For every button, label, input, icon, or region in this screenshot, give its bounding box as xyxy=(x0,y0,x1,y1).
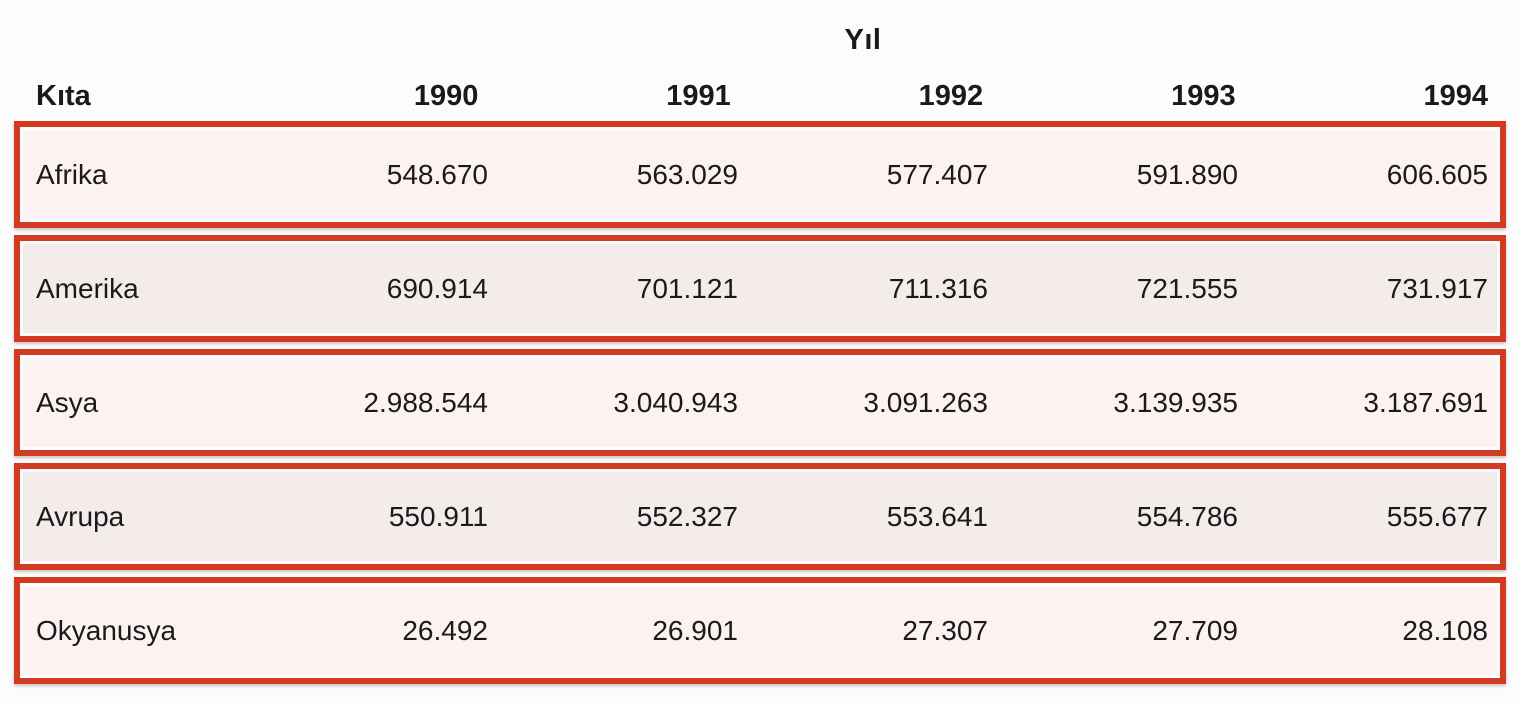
column-header-year-1993: 1993 xyxy=(1171,79,1236,112)
cell-value: 548.670 xyxy=(386,158,488,190)
cell-value: 26.492 xyxy=(402,614,488,646)
row-label: Asya xyxy=(36,386,99,418)
cell-value: 711.316 xyxy=(888,272,988,304)
row-label: Okyanusya xyxy=(36,614,177,646)
cell-value: 27.709 xyxy=(1152,614,1238,646)
cell-value: 555.677 xyxy=(1386,500,1488,532)
row-label: Afrika xyxy=(36,158,108,190)
cell-value: 554.786 xyxy=(1136,500,1238,532)
cell-value: 28.108 xyxy=(1402,614,1488,646)
cell-value: 3.040.943 xyxy=(613,386,738,418)
cell-value: 577.407 xyxy=(886,158,988,190)
table-row-avrupa: Avrupa 550.911 552.327 553.641 554.786 5… xyxy=(14,463,1506,570)
cell-value: 3.091.263 xyxy=(863,386,988,418)
cell-value: 701.121 xyxy=(636,272,738,304)
table-row-afrika: Afrika 548.670 563.029 577.407 591.890 6… xyxy=(14,121,1506,228)
cell-value: 553.641 xyxy=(886,500,988,532)
cell-value: 2.988.544 xyxy=(363,386,488,418)
cell-value: 550.911 xyxy=(388,500,488,532)
cell-value: 26.901 xyxy=(652,614,738,646)
cell-value: 3.139.935 xyxy=(1113,386,1238,418)
table-row-amerika: Amerika 690.914 701.121 711.316 721.555 … xyxy=(14,235,1506,342)
cell-value: 721.555 xyxy=(1136,272,1238,304)
column-header-year-1990: 1990 xyxy=(413,79,479,112)
row-label: Amerika xyxy=(36,272,139,304)
cell-value: 731.917 xyxy=(1386,272,1488,304)
column-header-year-1991: 1991 xyxy=(666,79,731,112)
column-header-year-1992: 1992 xyxy=(918,79,984,112)
table-row-asya: Asya 2.988.544 3.040.943 3.091.263 3.139… xyxy=(14,349,1506,456)
cell-value: 606.605 xyxy=(1386,158,1488,190)
table-row-okyanusya: Okyanusya 26.492 26.901 27.307 27.709 28… xyxy=(14,577,1506,684)
page-title: Yıl xyxy=(844,24,882,56)
table-body: Afrika 548.670 563.029 577.407 591.890 6… xyxy=(14,121,1506,691)
column-header-kita: Kıta xyxy=(36,79,91,112)
cell-value: 690.914 xyxy=(386,272,488,304)
cell-value: 552.327 xyxy=(636,500,738,532)
cell-value: 563.029 xyxy=(636,158,738,190)
cell-value: 3.187.691 xyxy=(1363,386,1488,418)
table-header-row: Kıta 1990 1991 1992 1993 1994 xyxy=(14,76,1506,116)
cell-value: 591.890 xyxy=(1136,158,1238,190)
cell-value: 27.307 xyxy=(902,614,988,646)
row-label: Avrupa xyxy=(36,500,125,532)
column-header-year-1994: 1994 xyxy=(1423,79,1488,112)
